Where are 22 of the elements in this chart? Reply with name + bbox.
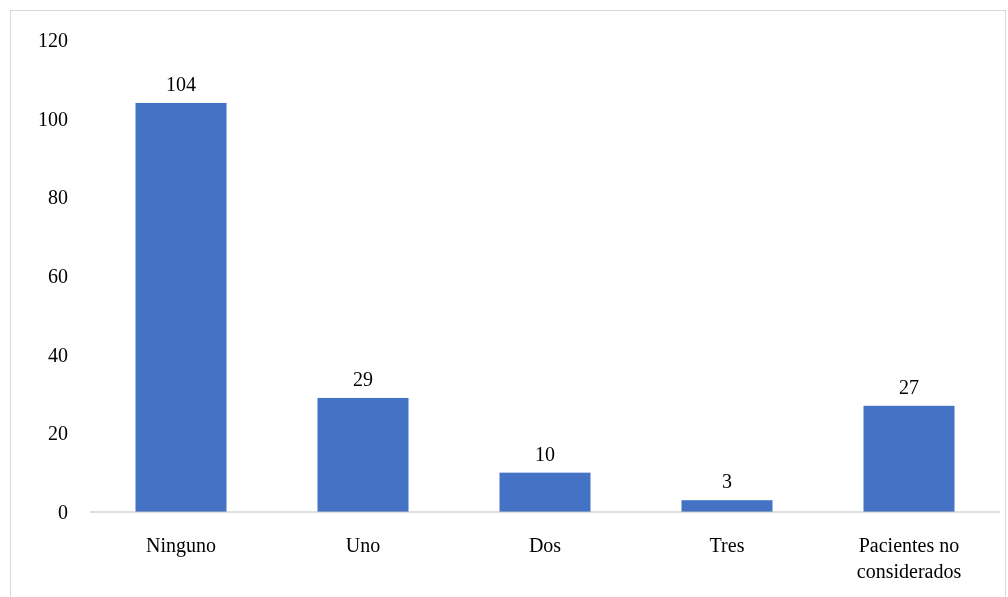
data-label: 27 <box>899 375 919 398</box>
x-tick-label: Pacientes no considerados <box>856 534 962 582</box>
y-tick-label: 20 <box>48 422 68 445</box>
x-tick-label: Tres <box>709 534 745 556</box>
bar <box>135 102 227 512</box>
data-label: 3 <box>722 470 732 493</box>
y-tick-label: 0 <box>58 500 68 523</box>
y-tick-label: 60 <box>48 264 68 287</box>
bar <box>317 397 409 512</box>
y-tick-label: 40 <box>48 343 68 366</box>
data-label: 10 <box>535 442 555 465</box>
x-tick-label: Dos <box>528 534 562 556</box>
y-tick-label: 100 <box>38 107 68 130</box>
y-tick-label: 120 <box>38 28 68 51</box>
x-tick-label: Ninguno <box>146 534 216 557</box>
x-tick-label: Uno <box>345 534 381 556</box>
y-tick-label: 80 <box>48 186 68 209</box>
bar <box>863 405 955 512</box>
data-label: 29 <box>353 367 373 390</box>
bar <box>499 472 591 512</box>
bar <box>681 500 773 512</box>
data-label: 104 <box>166 72 196 95</box>
